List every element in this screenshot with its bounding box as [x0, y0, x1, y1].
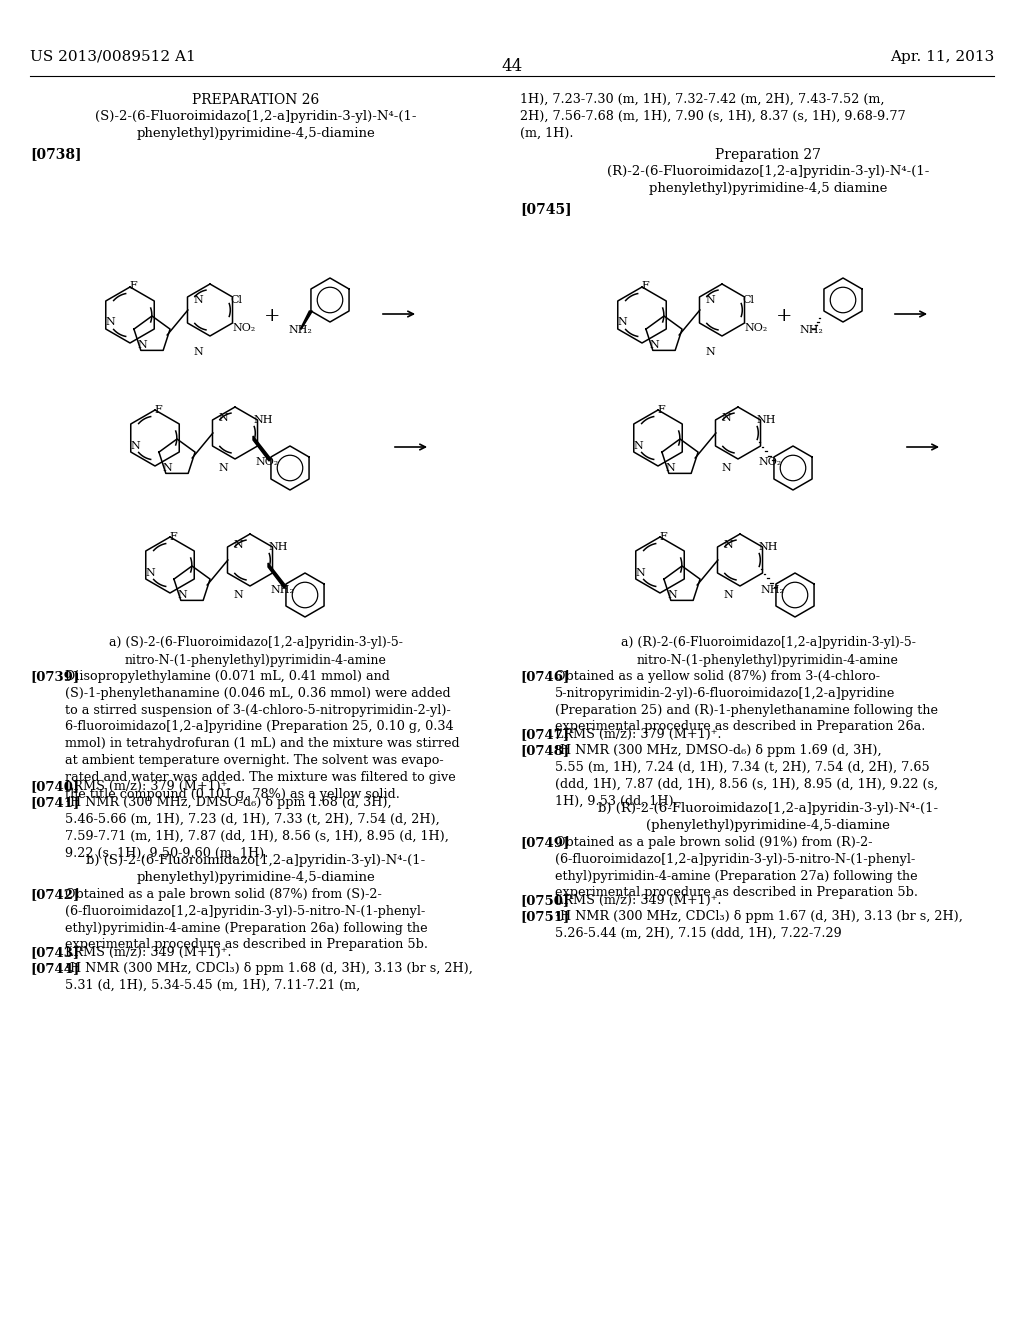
Text: NH: NH — [253, 414, 272, 425]
Text: Obtained as a pale brown solid (91%) from (R)-2-
(6-fluoroimidazo[1,2-a]pyridin-: Obtained as a pale brown solid (91%) fro… — [555, 836, 918, 899]
Text: N: N — [130, 441, 140, 451]
Text: 44: 44 — [502, 58, 522, 75]
Text: NH: NH — [268, 543, 288, 552]
Text: NO₂: NO₂ — [758, 457, 781, 467]
Text: Obtained as a pale brown solid (87%) from (S)-2-
(6-fluoroimidazo[1,2-a]pyridin-: Obtained as a pale brown solid (87%) fro… — [65, 888, 428, 952]
Text: N: N — [723, 540, 733, 550]
Text: LRMS (m/z): 349 (M+1)⁺.: LRMS (m/z): 349 (M+1)⁺. — [555, 894, 722, 907]
Text: a) (R)-2-(6-Fluoroimidazo[1,2-a]pyridin-3-yl)-5-
nitro-N-(1-phenylethyl)pyrimidi: a) (R)-2-(6-Fluoroimidazo[1,2-a]pyridin-… — [621, 636, 915, 667]
Text: N: N — [137, 341, 146, 350]
Text: N: N — [667, 590, 677, 601]
Text: N: N — [233, 540, 243, 550]
Text: N: N — [194, 347, 203, 356]
Text: (R)-2-(6-Fluoroimidazo[1,2-a]pyridin-3-yl)-N⁴-(1-
phenylethyl)pyrimidine-4,5 dia: (R)-2-(6-Fluoroimidazo[1,2-a]pyridin-3-y… — [607, 165, 929, 195]
Text: [0741]: [0741] — [30, 796, 79, 809]
Text: F: F — [657, 405, 665, 414]
Text: ¹H NMR (300 MHz, CDCl₃) δ ppm 1.68 (d, 3H), 3.13 (br s, 2H),
5.31 (d, 1H), 5.34-: ¹H NMR (300 MHz, CDCl₃) δ ppm 1.68 (d, 3… — [65, 962, 473, 991]
Text: LRMS (m/z): 379 (M+1)⁺.: LRMS (m/z): 379 (M+1)⁺. — [555, 729, 722, 741]
Text: N: N — [218, 413, 228, 422]
Text: N: N — [635, 568, 645, 578]
Text: NH: NH — [758, 543, 777, 552]
Text: NH: NH — [756, 414, 775, 425]
Text: N: N — [721, 413, 731, 422]
Text: F: F — [129, 281, 137, 290]
Text: [0747]: [0747] — [520, 729, 569, 741]
Text: ¹H NMR (300 MHz, DMSO-d₆) δ ppm 1.69 (d, 3H),
5.55 (m, 1H), 7.24 (d, 1H), 7.34 (: ¹H NMR (300 MHz, DMSO-d₆) δ ppm 1.69 (d,… — [555, 744, 938, 808]
Text: NH₂: NH₂ — [270, 585, 294, 595]
Text: F: F — [641, 281, 649, 290]
Text: N: N — [633, 441, 643, 451]
Text: N: N — [721, 463, 731, 473]
Text: [0739]: [0739] — [30, 671, 79, 682]
Text: Obtained as a yellow solid (87%) from 3-(4-chloro-
5-nitropyrimidin-2-yl)-6-fluo: Obtained as a yellow solid (87%) from 3-… — [555, 671, 938, 734]
Text: [0744]: [0744] — [30, 962, 79, 975]
Text: Cl: Cl — [230, 294, 242, 305]
Text: NO₂: NO₂ — [255, 457, 279, 467]
Text: b) (S)-2-(6-Fluoroimidazo[1,2-a]pyridin-3-yl)-N⁴-(1-
phenylethyl)pyrimidine-4,5-: b) (S)-2-(6-Fluoroimidazo[1,2-a]pyridin-… — [86, 854, 426, 884]
Text: +: + — [776, 308, 793, 325]
Text: N: N — [649, 341, 658, 350]
Text: PREPARATION 26: PREPARATION 26 — [193, 92, 319, 107]
Text: [0749]: [0749] — [520, 836, 569, 849]
Text: ¹H NMR (300 MHz, DMSO-d₆) δ ppm 1.68 (d, 3H),
5.46-5.66 (m, 1H), 7.23 (d, 1H), 7: ¹H NMR (300 MHz, DMSO-d₆) δ ppm 1.68 (d,… — [65, 796, 449, 859]
Text: N: N — [194, 294, 203, 305]
Text: F: F — [169, 532, 177, 543]
Text: a) (S)-2-(6-Fluoroimidazo[1,2-a]pyridin-3-yl)-5-
nitro-N-(1-phenylethyl)pyrimidi: a) (S)-2-(6-Fluoroimidazo[1,2-a]pyridin-… — [110, 636, 402, 667]
Text: [0750]: [0750] — [520, 894, 569, 907]
Polygon shape — [253, 436, 271, 461]
Text: NH₂: NH₂ — [800, 325, 823, 335]
Text: F: F — [155, 405, 162, 414]
Text: F: F — [659, 532, 667, 543]
Text: N: N — [706, 294, 715, 305]
Text: [0746]: [0746] — [520, 671, 569, 682]
Text: N: N — [105, 317, 115, 327]
Text: US 2013/0089512 A1: US 2013/0089512 A1 — [30, 50, 196, 63]
Text: Preparation 27: Preparation 27 — [715, 148, 821, 162]
Text: NO₂: NO₂ — [232, 323, 255, 333]
Text: Diisopropylethylamine (0.071 mL, 0.41 mmol) and
(S)-1-phenylethanamine (0.046 mL: Diisopropylethylamine (0.071 mL, 0.41 mm… — [65, 671, 460, 801]
Text: N: N — [162, 463, 172, 473]
Text: [0743]: [0743] — [30, 946, 79, 960]
Text: ¹H NMR (300 MHz, CDCl₃) δ ppm 1.67 (d, 3H), 3.13 (br s, 2H),
5.26-5.44 (m, 2H), : ¹H NMR (300 MHz, CDCl₃) δ ppm 1.67 (d, 3… — [555, 909, 963, 940]
Text: N: N — [218, 463, 228, 473]
Text: LRMS (m/z): 379 (M+1)⁺.: LRMS (m/z): 379 (M+1)⁺. — [65, 780, 231, 793]
Text: N: N — [666, 463, 675, 473]
Text: [0745]: [0745] — [520, 202, 571, 216]
Text: +: + — [264, 308, 281, 325]
Text: Apr. 11, 2013: Apr. 11, 2013 — [890, 50, 994, 63]
Text: N: N — [617, 317, 627, 327]
Text: N: N — [706, 347, 715, 356]
Text: LRMS (m/z): 349 (M+1)⁺.: LRMS (m/z): 349 (M+1)⁺. — [65, 946, 231, 960]
Polygon shape — [268, 564, 286, 587]
Text: [0740]: [0740] — [30, 780, 79, 793]
Text: NO₂: NO₂ — [744, 323, 767, 333]
Text: Cl: Cl — [742, 294, 754, 305]
Text: [0742]: [0742] — [30, 888, 79, 902]
Text: (S)-2-(6-Fluoroimidazo[1,2-a]pyridin-3-yl)-N⁴-(1-
phenylethyl)pyrimidine-4,5-dia: (S)-2-(6-Fluoroimidazo[1,2-a]pyridin-3-y… — [95, 110, 417, 140]
Text: [0748]: [0748] — [520, 744, 569, 756]
Polygon shape — [300, 312, 312, 329]
Text: NH₂: NH₂ — [760, 585, 784, 595]
Text: b) (R)-2-(6-Fluoroimidazo[1,2-a]pyridin-3-yl)-N⁴-(1-
(phenylethyl)pyrimidine-4,5: b) (R)-2-(6-Fluoroimidazo[1,2-a]pyridin-… — [598, 803, 938, 832]
Text: N: N — [177, 590, 186, 601]
Text: [0751]: [0751] — [520, 909, 569, 923]
Text: N: N — [145, 568, 155, 578]
Text: N: N — [723, 590, 733, 601]
Text: NH₂: NH₂ — [289, 325, 312, 335]
Text: N: N — [233, 590, 243, 601]
Text: 1H), 7.23-7.30 (m, 1H), 7.32-7.42 (m, 2H), 7.43-7.52 (m,
2H), 7.56-7.68 (m, 1H),: 1H), 7.23-7.30 (m, 1H), 7.32-7.42 (m, 2H… — [520, 92, 905, 140]
Text: [0738]: [0738] — [30, 147, 82, 161]
